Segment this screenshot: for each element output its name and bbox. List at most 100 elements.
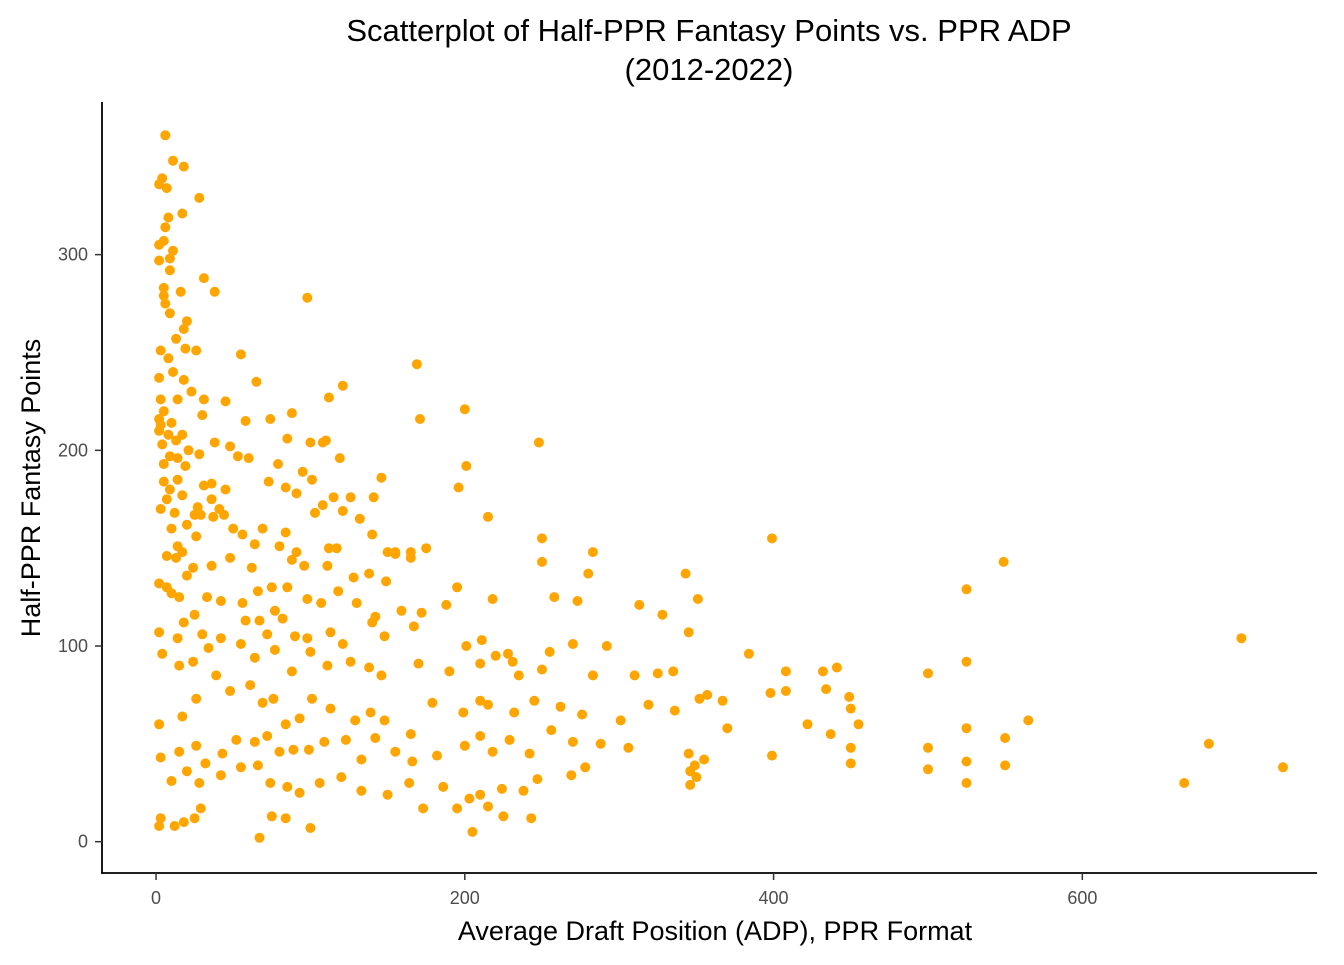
data-point bbox=[317, 500, 328, 511]
data-point bbox=[155, 504, 166, 514]
data-point bbox=[189, 509, 200, 520]
data-point bbox=[178, 324, 189, 334]
data-point bbox=[217, 748, 228, 759]
data-point bbox=[215, 596, 226, 606]
data-point bbox=[302, 292, 313, 303]
data-point bbox=[194, 449, 205, 460]
data-point bbox=[390, 547, 401, 558]
data-point bbox=[161, 494, 172, 505]
data-point bbox=[252, 760, 263, 771]
data-point bbox=[1179, 778, 1190, 788]
data-point bbox=[634, 599, 645, 610]
data-point bbox=[475, 789, 486, 800]
data-point bbox=[549, 592, 560, 603]
data-point bbox=[459, 404, 470, 415]
data-point bbox=[181, 519, 192, 530]
data-point bbox=[209, 286, 220, 297]
data-point bbox=[168, 367, 178, 377]
data-point bbox=[282, 781, 293, 792]
data-point bbox=[453, 482, 464, 493]
data-point bbox=[923, 742, 933, 753]
data-point bbox=[294, 787, 305, 798]
data-point bbox=[1236, 633, 1247, 644]
data-point bbox=[246, 562, 257, 573]
data-point bbox=[254, 832, 265, 843]
data-point bbox=[282, 433, 293, 444]
data-point bbox=[314, 778, 325, 788]
data-point bbox=[299, 560, 310, 571]
data-point bbox=[158, 476, 169, 487]
data-point bbox=[188, 562, 199, 573]
data-point bbox=[203, 643, 214, 653]
data-point bbox=[411, 359, 422, 370]
data-point bbox=[615, 715, 626, 726]
data-point bbox=[164, 265, 175, 276]
data-point bbox=[194, 778, 205, 788]
data-point bbox=[198, 480, 209, 491]
data-point bbox=[191, 740, 202, 751]
data-point bbox=[699, 754, 710, 765]
data-point bbox=[194, 192, 205, 203]
data-point bbox=[171, 333, 182, 344]
data-point bbox=[537, 556, 547, 567]
data-point bbox=[331, 543, 342, 554]
data-point bbox=[821, 684, 832, 695]
data-point bbox=[297, 466, 308, 477]
data-point bbox=[1000, 760, 1011, 771]
data-point bbox=[305, 646, 316, 657]
data-point bbox=[345, 656, 356, 667]
data-point bbox=[177, 208, 188, 219]
data-point bbox=[432, 750, 442, 761]
data-point bbox=[657, 609, 668, 620]
data-point bbox=[263, 476, 274, 487]
data-point bbox=[252, 586, 263, 597]
data-point bbox=[268, 693, 279, 704]
data-point bbox=[323, 543, 334, 554]
data-point bbox=[215, 633, 226, 644]
data-point bbox=[452, 582, 463, 593]
data-point bbox=[206, 494, 217, 505]
data-point bbox=[265, 414, 276, 424]
data-point bbox=[345, 492, 356, 503]
data-point bbox=[273, 459, 283, 469]
data-point bbox=[254, 615, 265, 626]
data-point bbox=[225, 686, 236, 696]
data-point bbox=[202, 592, 212, 603]
data-point bbox=[533, 437, 544, 448]
y-tick-label: 0 bbox=[78, 832, 88, 852]
data-point bbox=[961, 778, 972, 788]
data-point bbox=[1000, 733, 1011, 743]
data-point bbox=[288, 744, 299, 755]
data-point bbox=[174, 592, 185, 603]
data-point bbox=[818, 666, 828, 677]
data-point bbox=[376, 670, 387, 681]
data-point bbox=[461, 461, 472, 471]
data-point bbox=[490, 650, 501, 661]
data-point bbox=[189, 813, 200, 824]
data-point bbox=[158, 459, 169, 469]
data-point bbox=[487, 746, 498, 757]
data-point bbox=[961, 756, 972, 767]
data-point bbox=[237, 598, 248, 608]
data-point bbox=[158, 406, 169, 417]
data-point bbox=[844, 691, 855, 702]
data-point bbox=[174, 746, 185, 757]
data-point bbox=[364, 568, 375, 579]
data-point bbox=[652, 668, 663, 679]
data-point bbox=[235, 349, 246, 360]
data-point bbox=[765, 688, 776, 698]
data-point bbox=[225, 441, 236, 452]
data-point bbox=[215, 770, 226, 781]
data-point bbox=[280, 482, 291, 493]
data-point bbox=[316, 598, 327, 608]
data-point bbox=[243, 453, 254, 464]
data-point bbox=[322, 660, 333, 671]
data-point bbox=[186, 386, 197, 397]
data-point bbox=[161, 551, 172, 561]
data-point bbox=[364, 662, 375, 673]
data-point bbox=[382, 547, 393, 558]
data-point bbox=[181, 766, 192, 777]
data-point bbox=[257, 523, 268, 534]
data-point bbox=[166, 417, 177, 428]
data-point bbox=[154, 821, 165, 831]
